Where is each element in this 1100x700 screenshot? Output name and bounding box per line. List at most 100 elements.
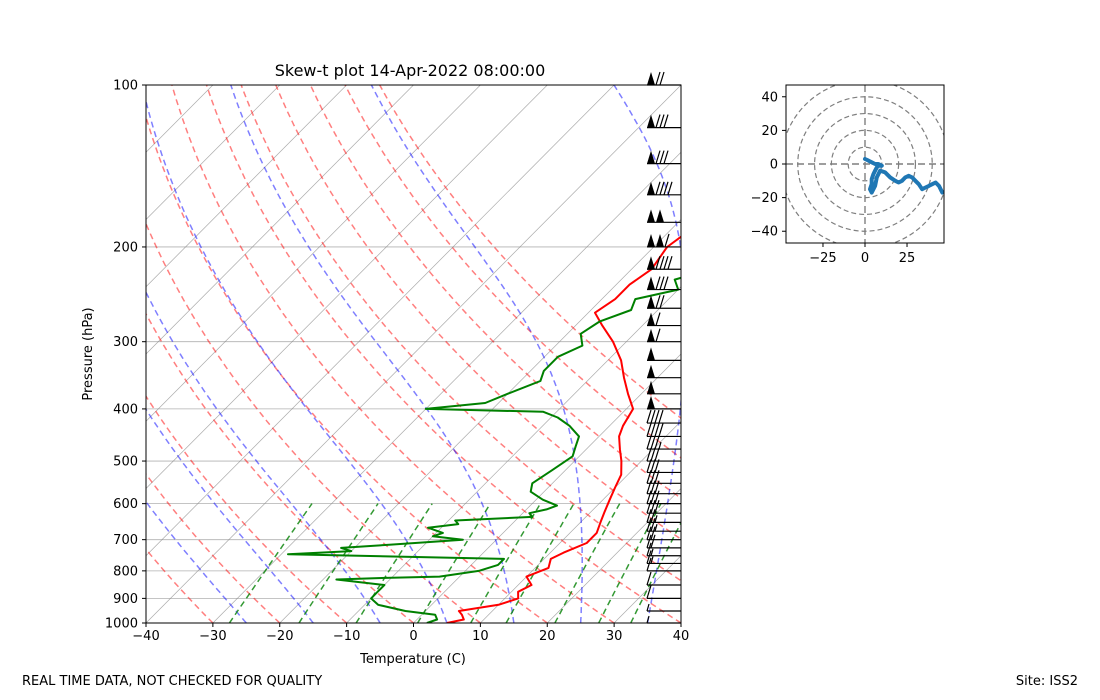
y-tick-label: 600 [113,497,138,512]
dry-adiabat [146,472,281,623]
dry-adiabat [146,312,414,623]
wind-barb [646,557,681,572]
wind-barb [646,615,681,624]
x-tick-label: −30 [199,629,226,644]
temperature-profile [446,235,681,623]
isotherm [0,85,79,623]
isotherm [413,353,681,623]
dry-adiabat [146,221,481,623]
isotherm [0,85,12,623]
wind-barb [647,114,681,129]
hodograph-x-tick-label: 0 [861,251,869,266]
mixing-ratio-line [355,503,433,623]
x-tick-label: −10 [333,629,360,644]
isotherm [815,85,1100,623]
isotherm [146,85,681,623]
wind-barb [646,490,681,505]
mixing-ratio-line [228,503,313,623]
mixing-ratio-line [416,503,491,623]
wind-barb [647,209,681,223]
moist-adiabat [146,500,247,623]
wind-barb [646,447,681,462]
isotherm-lines [0,85,1100,623]
isotherm [146,85,414,355]
isotherm [146,85,347,288]
isotherm [480,420,681,623]
dry-adiabat [275,85,681,541]
wind-barb [647,233,681,248]
isotherm [748,85,1100,623]
wind-barb [646,571,681,586]
x-tick-label: 0 [409,629,417,644]
wind-barb [647,295,681,309]
y-tick-label: 800 [113,564,138,579]
hodograph-y-tick-label: −40 [751,225,778,240]
isotherm [613,555,681,623]
wind-barb [646,517,681,532]
wind-barb [646,423,681,438]
y-tick-label: 900 [113,592,138,607]
hodograph-ring [813,112,917,216]
hodograph-trace [863,157,944,195]
wind-barb [646,500,681,514]
y-tick-label: 100 [113,79,138,94]
isotherm [279,219,681,623]
chart-title: Skew-t plot 14-Apr-2022 08:00:00 [275,61,546,80]
dry-adiabat [205,85,681,623]
hodograph-x-tick-label: 25 [899,251,916,266]
isotherm [547,488,681,623]
y-tick-label: 500 [113,455,138,470]
wind-barb [646,435,681,450]
wind-barb [646,509,681,523]
hodograph-y-tick-label: −20 [751,191,778,206]
wind-barb [647,181,681,196]
wind-barb [646,526,681,541]
x-axis-label: Temperature (C) [359,652,466,667]
wind-barb [646,459,681,474]
y-tick-label: 1000 [105,617,138,632]
hodograph-axes: −25 0 25 40 20 0 −20 −40 [751,84,945,266]
moist-adiabat [230,85,515,623]
x-tick-label: 30 [606,629,623,644]
dewpoint-profile [287,276,681,623]
wind-barb [646,534,681,549]
wind-barb [647,395,681,410]
wind-barb [646,542,681,557]
wind-barb [646,550,681,565]
wind-barb [646,585,681,599]
x-tick-label: 20 [539,629,556,644]
moist-adiabat [146,290,381,623]
mixing-ratio-lines [228,503,681,623]
sounding-series [287,235,681,623]
quality-disclaimer: REAL TIME DATA, NOT CHECKED FOR QUALITY [22,674,323,689]
dry-adiabat [146,114,548,623]
y-tick-label: 700 [113,533,138,548]
wind-barb [647,347,681,361]
mixing-ratio-line [630,521,681,623]
moist-adiabat-lines [146,85,681,623]
mixing-ratio-line [470,503,542,623]
wind-barb [647,380,681,395]
wind-barb [647,312,681,327]
wind-barbs [646,71,681,624]
moist-adiabat [146,407,314,623]
wind-barb [646,603,681,612]
hodograph-y-tick-label: 20 [761,124,778,139]
isotherm [146,85,615,557]
y-tick-label: 400 [113,402,138,417]
site-label: Site: ISS2 [1015,674,1078,689]
wind-barb [647,71,681,86]
hodograph-ticks: −25 0 25 40 20 0 −20 −40 [751,90,916,266]
dry-adiabat [379,85,681,420]
y-axis-label: Pressure (hPa) [81,307,96,400]
x-tick-label: −20 [266,629,293,644]
wind-barb [647,276,681,291]
hodograph-y-tick-label: 40 [761,90,778,105]
hodograph-rings [786,85,944,243]
wind-barb [647,150,681,165]
x-tick-label: −40 [132,629,159,644]
mixing-ratio-line [298,503,379,623]
dry-adiabat-lines [146,85,681,623]
isotherm [212,151,681,623]
